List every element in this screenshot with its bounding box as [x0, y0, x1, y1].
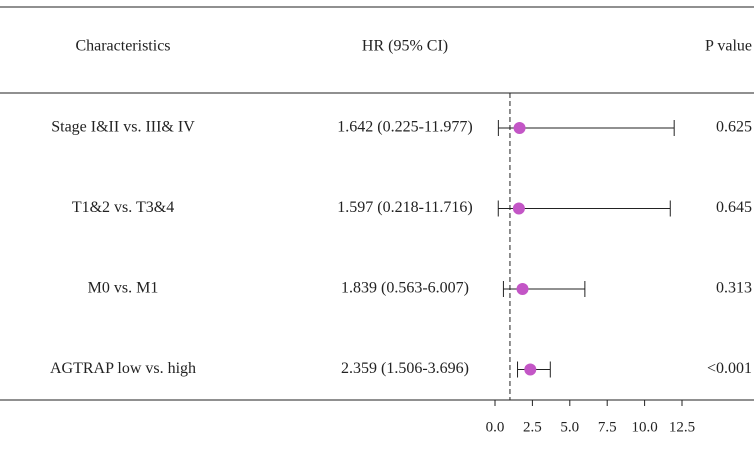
header: HR (95% CI) — [362, 38, 448, 55]
x-tick-label: 5.0 — [560, 419, 579, 435]
x-tick-label: 10.0 — [631, 419, 657, 435]
characteristic: AGTRAP low vs. high — [50, 360, 196, 377]
characteristic: T1&2 vs. T3&4 — [72, 199, 174, 216]
x-tick-label: 12.5 — [669, 419, 695, 435]
hr-point — [516, 283, 529, 295]
x-tick-label: 2.5 — [523, 419, 542, 435]
characteristic: M0 vs. M1 — [88, 280, 159, 297]
x-tick-label: 0.0 — [486, 419, 505, 435]
p-value: 0.645 — [716, 199, 752, 216]
hr-point — [524, 363, 537, 376]
hr-ci: 1.839 (0.563-6.007) — [341, 280, 469, 297]
hr-ci: 1.642 (0.225-11.977) — [337, 119, 472, 136]
hr-point — [512, 202, 525, 215]
x-tick-label: 7.5 — [598, 419, 617, 435]
header: Characteristics — [75, 38, 170, 55]
hr-point — [513, 122, 526, 134]
p-value: 0.313 — [716, 280, 752, 297]
p-value: <0.001 — [707, 360, 752, 377]
hr-ci: 1.597 (0.218-11.716) — [337, 199, 472, 216]
p-value: 0.625 — [716, 119, 752, 136]
header: P value — [705, 38, 752, 55]
characteristic: Stage I&II vs. III& IV — [51, 119, 195, 136]
hr-ci: 2.359 (1.506-3.696) — [341, 360, 469, 377]
